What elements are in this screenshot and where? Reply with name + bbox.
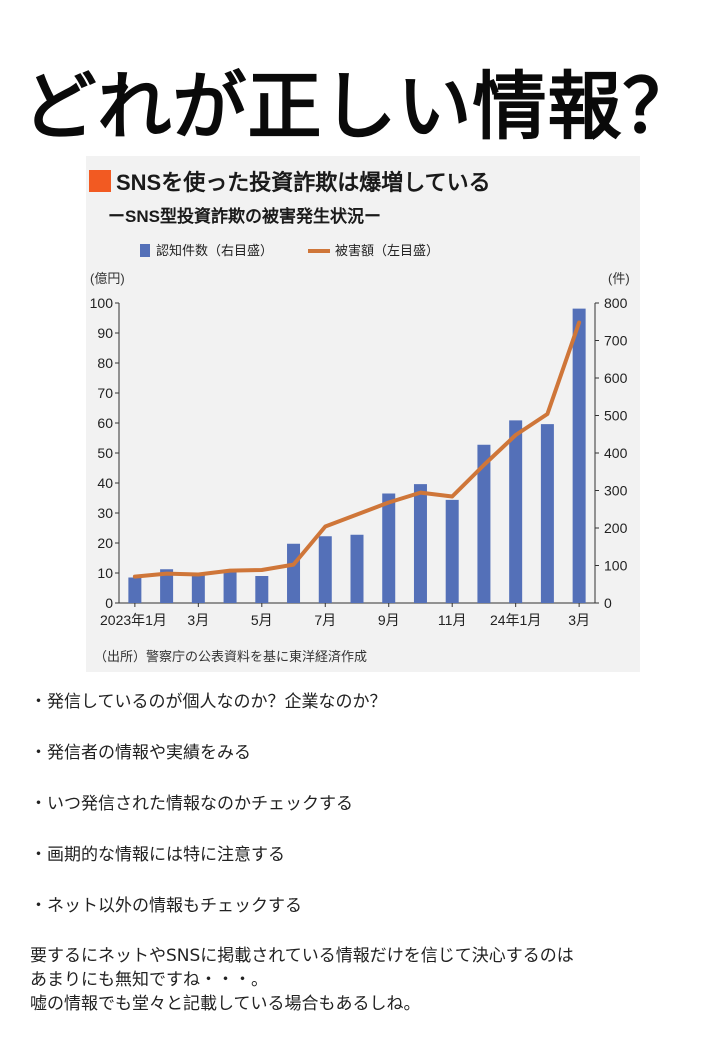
x-tick-label: 3月 (187, 612, 209, 628)
chart-title: SNSを使った投資詐欺は爆増している (116, 170, 491, 195)
left-tick-label: 60 (97, 415, 113, 431)
right-tick-label: 200 (604, 520, 628, 536)
left-axis-unit: (億円) (90, 271, 125, 286)
right-tick-label: 100 (604, 558, 628, 574)
legend-line-label: 被害額（左目盛） (335, 243, 439, 258)
tip-item: ・画期的な情報には特に注意する (30, 845, 285, 865)
legend-bar-label: 認知件数（右目盛） (156, 243, 273, 258)
chart-panel: SNSを使った投資詐欺は爆増しているーSNS型投資詐欺の被害発生状況ー認知件数（… (86, 156, 640, 672)
right-tick-label: 0 (604, 595, 612, 611)
summary-line: 要するにネットやSNSに掲載されている情報だけを信じて決心するのは (30, 946, 574, 966)
x-tick-label: 9月 (378, 612, 400, 628)
left-tick-label: 80 (97, 355, 113, 371)
bar (160, 569, 174, 603)
bar (223, 571, 237, 603)
bar (350, 534, 364, 603)
left-tick-label: 30 (97, 505, 113, 521)
summary-line: あまりにも無知ですね・・・。 (30, 970, 268, 990)
left-tick-label: 90 (97, 325, 113, 341)
left-tick-label: 0 (105, 595, 113, 611)
legend-bar-swatch (140, 244, 150, 257)
bar (191, 574, 205, 603)
tip-item: ・発信者の情報や実績をみる (30, 743, 251, 763)
tip-item: ・発信しているのが個人なのか？企業なのか？ (30, 692, 387, 712)
x-tick-label: 5月 (251, 612, 273, 628)
bar (318, 536, 332, 603)
summary-text: 要するにネットやSNSに掲載されている情報だけを信じて決心するのは あまりにも無… (30, 944, 710, 1016)
bar (445, 499, 459, 603)
x-tick-label: 24年1月 (490, 612, 541, 628)
x-tick-label: 3月 (568, 612, 590, 628)
left-tick-label: 20 (97, 535, 113, 551)
right-tick-label: 400 (604, 445, 628, 461)
tip-item: ・ネット以外の情報もチェックする (30, 896, 302, 916)
bar (413, 484, 427, 603)
left-tick-label: 100 (90, 295, 114, 311)
left-tick-label: 70 (97, 385, 113, 401)
tip-item: ・いつ発信された情報なのかチェックする (30, 794, 353, 814)
right-tick-label: 500 (604, 408, 628, 424)
bar (128, 577, 142, 603)
combo-chart: SNSを使った投資詐欺は爆増しているーSNS型投資詐欺の被害発生状況ー認知件数（… (89, 170, 630, 664)
bar (382, 493, 396, 603)
left-tick-label: 40 (97, 475, 113, 491)
chart-subtitle: ーSNS型投資詐欺の被害発生状況ー (108, 206, 381, 226)
bar (477, 444, 491, 603)
right-tick-label: 600 (604, 370, 628, 386)
right-tick-label: 800 (604, 295, 628, 311)
right-axis-unit: (件) (608, 271, 630, 286)
bar (287, 543, 301, 603)
bar (572, 308, 586, 603)
x-tick-label: 11月 (438, 612, 467, 628)
page-title: どれが正しい情報？ (22, 64, 698, 150)
bar (255, 576, 269, 603)
chart-source: （出所）警察庁の公表資料を基に東洋経済作成 (94, 649, 367, 664)
left-tick-label: 10 (97, 565, 113, 581)
title-marker (89, 170, 111, 192)
summary-line: 嘘の情報でも堂々と記載している場合もあるしね。 (30, 994, 421, 1014)
left-tick-label: 50 (97, 445, 113, 461)
bar (509, 420, 523, 603)
bar (540, 424, 554, 603)
right-tick-label: 300 (604, 483, 628, 499)
x-tick-label: 7月 (314, 612, 336, 628)
right-tick-label: 700 (604, 333, 628, 349)
x-tick-label: 2023年1月 (100, 612, 167, 628)
